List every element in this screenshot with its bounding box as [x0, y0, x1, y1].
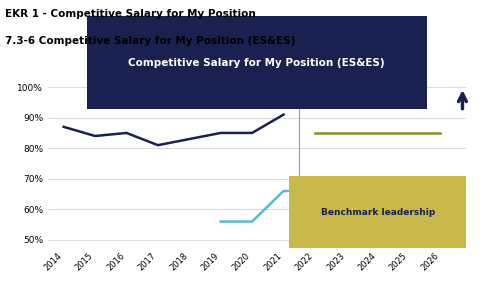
- Projections: [375, 131, 381, 135]
- ActualYTD: [249, 131, 255, 135]
- ActualYTD: [124, 131, 130, 135]
- Text: Benchmark leadership: Benchmark leadership: [321, 208, 435, 217]
- Projections: [312, 131, 318, 135]
- Projections: [343, 131, 349, 135]
- Line: Beyond Feedback (Benchmark): Beyond Feedback (Benchmark): [221, 191, 315, 222]
- Beyond Feedback (Benchmark): [281, 189, 287, 193]
- Beyond Feedback (Benchmark): [312, 189, 318, 193]
- Text: 7.3-6 Competitive Salary for My Position (ES&ES): 7.3-6 Competitive Salary for My Position…: [5, 36, 295, 46]
- Text: Competitive Salary for My Position (ES&ES): Competitive Salary for My Position (ES&E…: [129, 58, 385, 68]
- Line: ActualYTD: ActualYTD: [64, 115, 284, 145]
- ActualYTD: [218, 131, 224, 135]
- Beyond Feedback (Benchmark): [218, 220, 224, 224]
- ActualYTD: [155, 143, 161, 147]
- Projections: [438, 131, 444, 135]
- Beyond Feedback (Benchmark): [249, 220, 255, 224]
- ActualYTD: [92, 134, 98, 138]
- Text: EKR 1 - Competitive Salary for My Position: EKR 1 - Competitive Salary for My Positi…: [5, 9, 255, 19]
- ActualYTD: [61, 125, 67, 129]
- ActualYTD: [281, 113, 287, 116]
- Projections: [406, 131, 412, 135]
- ActualYTD: [186, 137, 192, 141]
